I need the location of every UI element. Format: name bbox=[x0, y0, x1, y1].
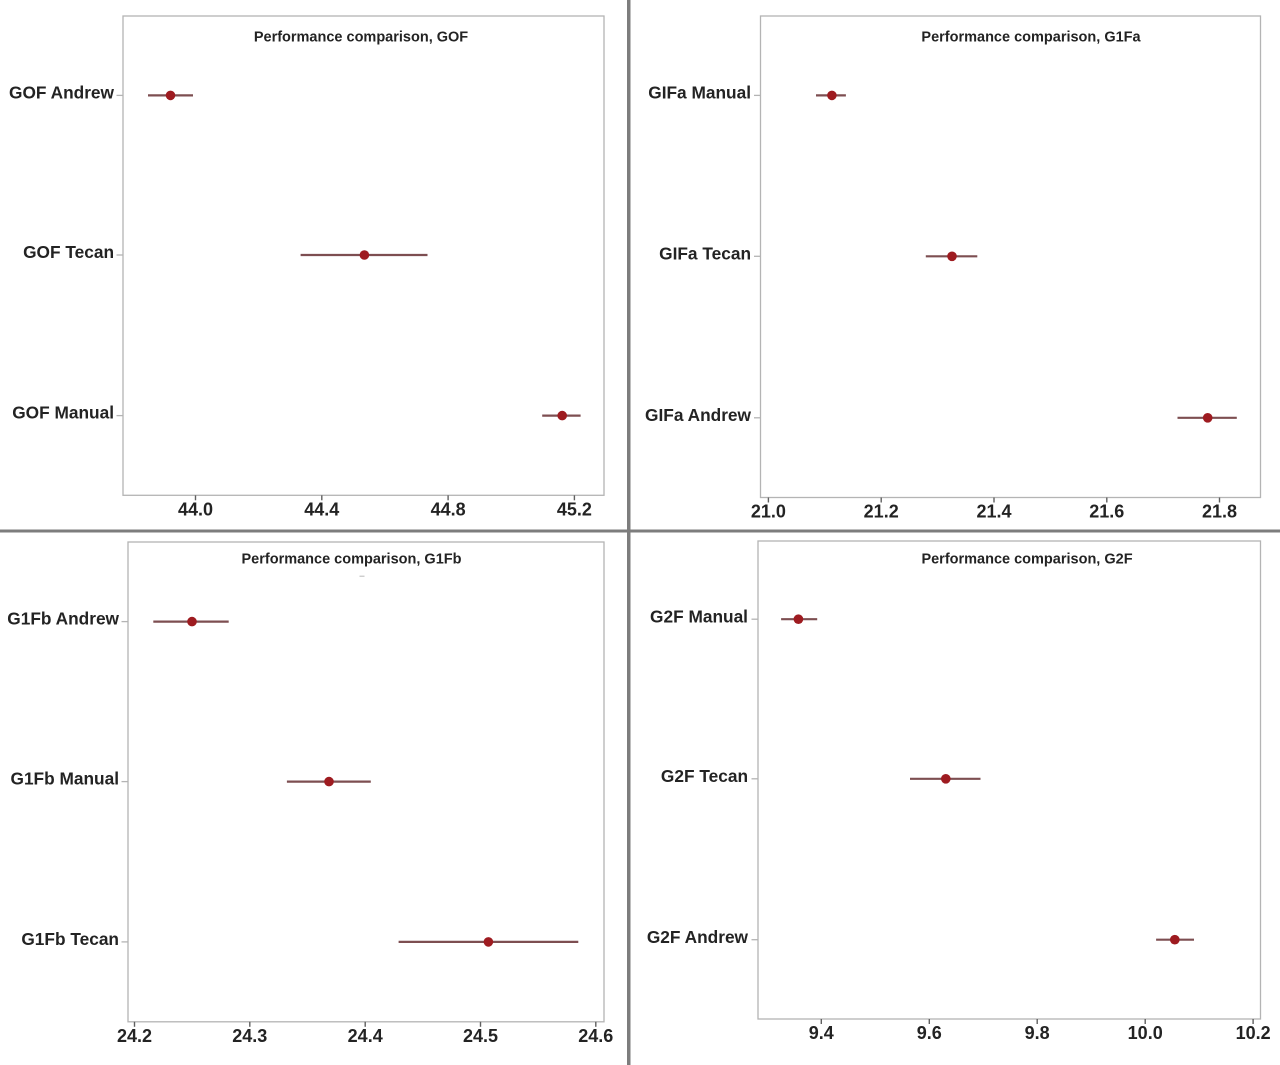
svg-text:24.5: 24.5 bbox=[463, 1026, 498, 1046]
svg-text:G2F Manual: G2F Manual bbox=[650, 606, 748, 626]
svg-text:Performance comparison, G1Fb: Performance comparison, G1Fb bbox=[242, 552, 462, 568]
svg-text:21.4: 21.4 bbox=[976, 502, 1011, 522]
svg-text:G2F Andrew: G2F Andrew bbox=[647, 927, 749, 947]
svg-text:10.0: 10.0 bbox=[1128, 1023, 1163, 1043]
svg-text:Performance comparison, G2F: Performance comparison, G2F bbox=[921, 552, 1132, 568]
svg-text:9.8: 9.8 bbox=[1025, 1023, 1050, 1043]
svg-text:24.6: 24.6 bbox=[578, 1026, 613, 1046]
svg-text:44.0: 44.0 bbox=[178, 499, 213, 519]
svg-text:G1Fb Tecan: G1Fb Tecan bbox=[21, 929, 119, 949]
svg-text:24.4: 24.4 bbox=[348, 1026, 383, 1046]
svg-text:Performance comparison, GOF: Performance comparison, GOF bbox=[254, 30, 468, 46]
svg-text:10.2: 10.2 bbox=[1236, 1023, 1271, 1043]
svg-text:GIFa Andrew: GIFa Andrew bbox=[645, 405, 751, 425]
svg-text:44.8: 44.8 bbox=[431, 499, 466, 519]
svg-text:GIFa Manual: GIFa Manual bbox=[648, 83, 751, 103]
svg-text:21.6: 21.6 bbox=[1089, 502, 1124, 522]
svg-text:24.3: 24.3 bbox=[232, 1026, 267, 1046]
svg-text:GOF Andrew: GOF Andrew bbox=[9, 83, 115, 103]
svg-text:G1Fb Manual: G1Fb Manual bbox=[11, 769, 120, 789]
svg-text:45.2: 45.2 bbox=[557, 499, 592, 519]
svg-text:G2F Tecan: G2F Tecan bbox=[661, 766, 748, 786]
svg-text:GOF Manual: GOF Manual bbox=[12, 403, 114, 423]
svg-text:44.4: 44.4 bbox=[304, 499, 339, 519]
svg-text:24.2: 24.2 bbox=[117, 1026, 152, 1046]
svg-text:GIFa Tecan: GIFa Tecan bbox=[659, 243, 751, 263]
svg-text:Performance comparison, G1Fa: Performance comparison, G1Fa bbox=[921, 30, 1141, 46]
svg-text:G1Fb Andrew: G1Fb Andrew bbox=[7, 609, 119, 629]
svg-text:21.8: 21.8 bbox=[1202, 502, 1237, 522]
svg-text:21.0: 21.0 bbox=[751, 502, 786, 522]
svg-text:9.6: 9.6 bbox=[917, 1023, 942, 1043]
svg-text:GOF Tecan: GOF Tecan bbox=[23, 242, 114, 262]
svg-text:21.2: 21.2 bbox=[864, 502, 899, 522]
svg-text:9.4: 9.4 bbox=[809, 1023, 834, 1043]
